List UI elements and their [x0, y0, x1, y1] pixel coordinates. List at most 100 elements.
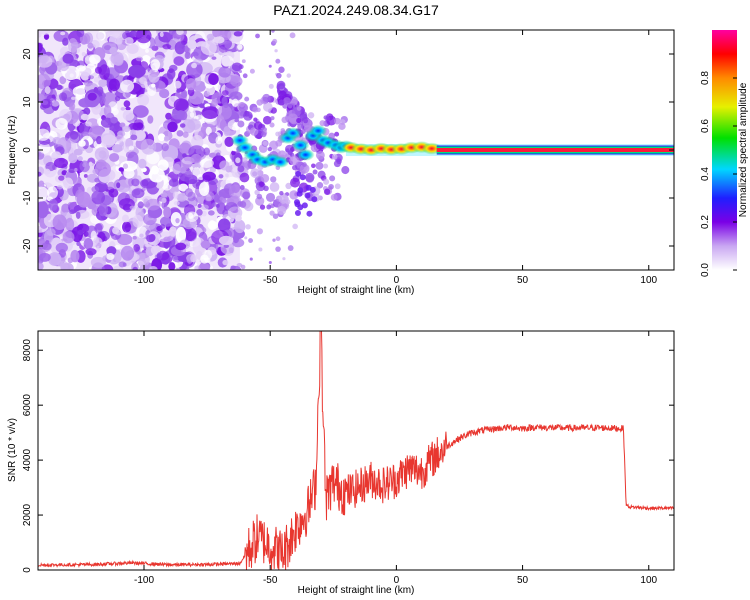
signal-speckle — [302, 162, 307, 167]
noise-speckle — [219, 196, 225, 202]
noise-speckle — [178, 183, 189, 192]
noise-speckle — [234, 219, 246, 234]
noise-speckle — [157, 133, 166, 142]
signal-speckle — [290, 177, 301, 188]
noise-speckle — [172, 191, 179, 199]
noise-speckle — [98, 79, 107, 87]
signal-speckle — [243, 111, 253, 121]
noise-speckle — [53, 157, 69, 169]
noise-speckle — [125, 106, 131, 111]
colorbar-tick-label: 0.4 — [700, 167, 711, 181]
noise-speckle — [138, 158, 147, 169]
signal-speckle — [295, 170, 302, 177]
signal-speckle — [292, 164, 298, 171]
y-tick-label: 0 — [22, 567, 33, 573]
noise-speckle — [175, 226, 187, 244]
noise-speckle — [38, 200, 49, 219]
noise-speckle — [274, 49, 278, 53]
noise-speckle — [200, 53, 207, 60]
noise-speckle — [106, 246, 117, 256]
noise-speckle — [168, 262, 176, 270]
signal-speckle — [237, 165, 245, 173]
noise-speckle — [38, 53, 49, 64]
signal-speckle — [294, 210, 301, 217]
noise-speckle — [132, 122, 144, 131]
noise-speckle — [268, 64, 272, 68]
noise-speckle — [272, 38, 278, 44]
noise-speckle — [157, 159, 169, 171]
noise-speckle — [114, 95, 121, 102]
noise-speckle — [175, 242, 187, 251]
noise-speckle — [177, 172, 184, 177]
signal-speckle — [260, 173, 270, 183]
y-tick-label: -10 — [22, 190, 33, 205]
spectrogram-x-label: Height of straight line (km) — [298, 285, 415, 296]
noise-speckle — [187, 118, 201, 131]
noise-speckle — [271, 30, 275, 33]
x-tick-label: -100 — [134, 575, 154, 586]
noise-speckle — [76, 30, 85, 38]
noise-speckle — [72, 86, 86, 97]
noise-speckle — [60, 31, 66, 36]
x-tick-label: 100 — [640, 275, 657, 286]
noise-speckle — [238, 64, 244, 70]
noise-speckle — [223, 125, 231, 137]
signal-speckle — [278, 90, 287, 100]
colorbar: 0.0 0.2 0.4 0.6 0.8 Normalized spectral ampl… — [700, 30, 749, 277]
noise-speckle — [278, 66, 285, 73]
signal-speckle — [239, 185, 245, 190]
noise-speckle — [276, 72, 282, 79]
y-tick-label: 2000 — [22, 503, 33, 526]
noise-speckle — [95, 32, 105, 40]
noise-speckle — [131, 188, 145, 199]
noise-speckle — [135, 56, 143, 62]
signal-speckle — [341, 166, 350, 175]
noise-speckle — [234, 118, 240, 123]
signal-speckle — [306, 210, 313, 217]
noise-speckle — [230, 75, 243, 87]
signal-speckle — [283, 97, 291, 105]
noise-speckle — [108, 78, 120, 92]
noise-speckle — [80, 113, 89, 121]
x-tick-label: 100 — [640, 575, 657, 586]
noise-speckle — [272, 238, 276, 242]
noise-speckle — [92, 237, 103, 248]
noise-speckle — [137, 201, 144, 209]
noise-speckle — [161, 176, 173, 191]
noise-speckle — [63, 177, 74, 189]
noise-speckle — [70, 249, 80, 263]
noise-speckle — [38, 42, 43, 53]
snr-x-label: Height of straight line (km) — [298, 585, 415, 596]
noise-speckle — [199, 158, 214, 168]
x-tick-label: 50 — [517, 275, 529, 286]
noise-speckle — [196, 208, 203, 216]
noise-speckle — [113, 54, 124, 66]
colorbar-tick-label: 0.0 — [700, 263, 711, 277]
noise-speckle — [275, 58, 281, 64]
noise-speckle — [268, 83, 274, 89]
noise-speckle — [249, 257, 253, 261]
noise-speckle — [269, 210, 275, 216]
noise-speckle — [85, 121, 92, 127]
noise-speckle — [211, 56, 217, 60]
noise-speckle — [245, 224, 251, 230]
signal-speckle — [277, 205, 287, 216]
signal-speckle — [323, 188, 331, 195]
signal-speckle — [296, 106, 302, 111]
noise-speckle — [89, 54, 101, 65]
y-tick-label: 20 — [22, 48, 33, 60]
noise-speckle — [168, 178, 179, 187]
noise-speckle — [189, 106, 194, 113]
signal-speckle — [299, 174, 306, 181]
noise-speckle — [217, 105, 232, 120]
signal-speckle — [311, 196, 318, 203]
noise-speckle — [244, 96, 250, 102]
noise-speckle — [163, 135, 170, 142]
signal-blob — [296, 148, 315, 161]
spectrogram-x-ticks: -100 -50 0 50 100 — [134, 30, 658, 286]
noise-speckle — [225, 165, 232, 173]
noise-speckle — [183, 45, 190, 53]
noise-speckle — [141, 167, 147, 173]
noise-speckle — [132, 235, 137, 240]
noise-speckle — [62, 53, 74, 64]
